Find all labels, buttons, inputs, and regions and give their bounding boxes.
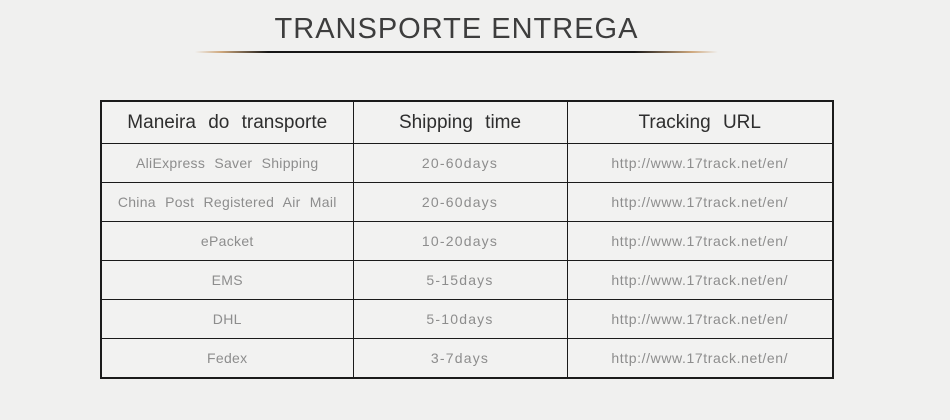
method-cell: DHL (100, 299, 354, 339)
table-row: AliExpress Saver Shipping 20-60days http… (100, 143, 834, 183)
url-cell: http://www.17track.net/en/ (566, 260, 834, 300)
time-cell: 10-20days (352, 221, 568, 261)
table-row: ePacket 10-20days http://www.17track.net… (100, 221, 834, 261)
url-cell: http://www.17track.net/en/ (566, 338, 834, 379)
time-cell: 20-60days (352, 143, 568, 183)
table-header-row: Maneira do transporte Shipping time Trac… (100, 100, 834, 144)
table-row: DHL 5-10days http://www.17track.net/en/ (100, 299, 834, 339)
method-cell: China Post Registered Air Mail (100, 182, 354, 222)
time-cell: 3-7days (352, 338, 568, 379)
url-cell: http://www.17track.net/en/ (566, 143, 834, 183)
time-cell: 5-15days (352, 260, 568, 300)
title-block: TRANSPORTE ENTREGA (195, 13, 718, 53)
page-title: TRANSPORTE ENTREGA (274, 13, 639, 45)
table-row: Fedex 3-7days http://www.17track.net/en/ (100, 338, 834, 379)
method-cell: Fedex (100, 338, 354, 379)
time-cell: 5-10days (352, 299, 568, 339)
method-cell: AliExpress Saver Shipping (100, 143, 354, 183)
method-cell: ePacket (100, 221, 354, 261)
column-header-shipping-time: Shipping time (352, 100, 568, 144)
column-header-transport-method: Maneira do transporte (100, 100, 354, 144)
table-row: China Post Registered Air Mail 20-60days… (100, 182, 834, 222)
time-cell: 20-60days (352, 182, 568, 222)
url-cell: http://www.17track.net/en/ (566, 221, 834, 261)
url-cell: http://www.17track.net/en/ (566, 182, 834, 222)
url-cell: http://www.17track.net/en/ (566, 299, 834, 339)
table-row: EMS 5-15days http://www.17track.net/en/ (100, 260, 834, 300)
title-underline-decoration (195, 50, 718, 53)
column-header-tracking-url: Tracking URL (566, 100, 834, 144)
shipping-info-table: Maneira do transporte Shipping time Trac… (100, 100, 834, 379)
method-cell: EMS (100, 260, 354, 300)
